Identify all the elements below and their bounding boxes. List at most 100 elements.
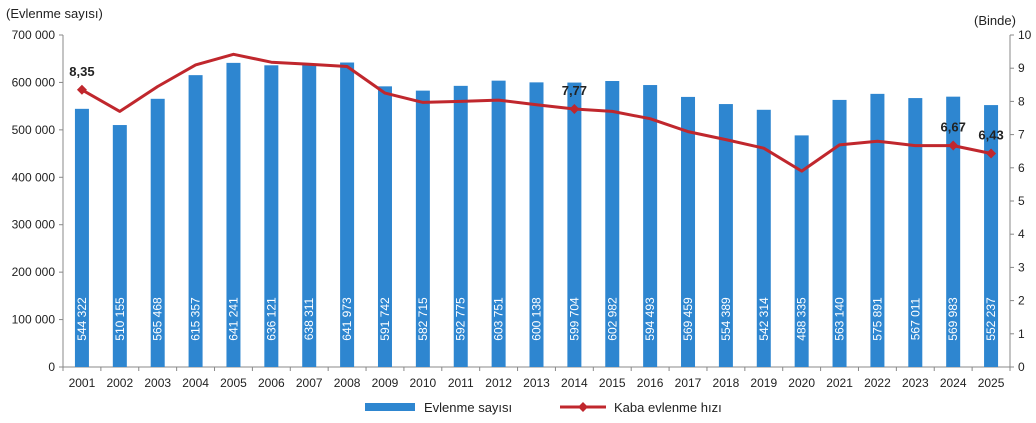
legend-line-label: Kaba evlenme hızı — [614, 400, 722, 415]
bar — [794, 135, 809, 367]
y-right-tick-label: 5 — [1018, 194, 1025, 208]
y-left-tick-label: 0 — [48, 360, 55, 374]
x-tick-label: 2003 — [144, 376, 171, 390]
bar — [643, 85, 658, 367]
x-tick-label: 2015 — [599, 376, 626, 390]
rate-value-label: 6,43 — [978, 128, 1003, 143]
legend-bar-label: Evlenme sayısı — [424, 400, 512, 415]
bar — [908, 98, 923, 368]
y-right-tick-label: 8 — [1018, 94, 1025, 108]
x-tick-label: 2006 — [258, 376, 285, 390]
bar — [491, 80, 506, 367]
y-right-axis-title: (Binde) — [974, 13, 1016, 28]
x-tick-label: 2001 — [69, 376, 96, 390]
y-right-tick-label: 6 — [1018, 161, 1025, 175]
rate-marker — [569, 104, 580, 115]
bar-value-label: 575 891 — [870, 297, 884, 341]
bar-value-label: 569 459 — [681, 297, 695, 341]
bar — [302, 64, 317, 367]
bar-value-label: 567 011 — [908, 297, 922, 340]
bar-value-label: 592 775 — [454, 297, 468, 341]
x-tick-label: 2005 — [220, 376, 247, 390]
x-tick-label: 2021 — [826, 376, 853, 390]
bar — [946, 96, 961, 367]
legend: Evlenme sayısı Kaba evlenme hızı — [365, 400, 722, 415]
bar-value-label: 599 704 — [567, 297, 581, 341]
bar — [74, 108, 89, 368]
bar-value-label: 542 314 — [757, 297, 771, 341]
bar — [870, 93, 885, 367]
bar-value-label: 569 983 — [946, 297, 960, 341]
rate-line-path — [81, 52, 992, 173]
x-tick-label: 2014 — [561, 376, 588, 390]
x-tick-label: 2017 — [675, 376, 702, 390]
bar-value-label: 554 389 — [719, 297, 733, 341]
x-tick-label: 2011 — [448, 376, 474, 390]
bar — [150, 98, 165, 367]
y-left-axis-title: (Evlenme sayısı) — [6, 6, 103, 21]
y-left-tick-label: 200 000 — [12, 265, 56, 279]
rate-marker — [76, 84, 87, 95]
bar-value-label: 544 322 — [75, 297, 89, 341]
bar-value-label: 563 140 — [833, 297, 847, 341]
bar — [567, 82, 582, 367]
bar — [756, 109, 771, 368]
bar — [377, 86, 392, 368]
y-left-tick-label: 300 000 — [12, 218, 56, 232]
y-left-tick-label: 100 000 — [12, 313, 56, 327]
bar-value-label: 591 742 — [378, 297, 392, 341]
x-tick-label: 2018 — [713, 376, 740, 390]
bar — [529, 82, 544, 367]
x-tick-label: 2012 — [485, 376, 512, 390]
x-tick-label: 2004 — [182, 376, 209, 390]
y-left-tick-label: 600 000 — [12, 75, 56, 89]
x-tick-label: 2025 — [978, 376, 1005, 390]
bars: 544 322 510 155 565 468 615 357 641 241 636 1… — [74, 62, 999, 368]
legend-line-marker — [578, 402, 588, 412]
bar-value-label: 638 311 — [302, 297, 316, 340]
x-tick-label: 2024 — [940, 376, 967, 390]
bar — [605, 81, 620, 367]
bar-value-label: 636 121 — [264, 297, 278, 341]
bar-value-label: 615 357 — [189, 297, 203, 341]
rate-line: 8,35 7,77 6,67 6,43 — [69, 52, 1004, 173]
legend-bar-swatch — [365, 403, 415, 411]
rate-value-label: 8,35 — [69, 64, 94, 79]
bar-value-label: 510 155 — [113, 297, 127, 341]
bar-value-label: 565 468 — [151, 297, 165, 341]
x-tick-label: 2022 — [864, 376, 891, 390]
rate-marker — [986, 148, 997, 159]
x-tick-label: 2016 — [637, 376, 664, 390]
y-right-tick-label: 10 — [1018, 28, 1032, 42]
bar — [718, 104, 733, 367]
bar — [188, 75, 203, 368]
y-right-tick-label: 4 — [1018, 227, 1025, 241]
rate-value-label: 7,77 — [562, 83, 587, 98]
bar-value-label: 603 751 — [492, 297, 506, 341]
y-right-tick-label: 9 — [1018, 61, 1025, 75]
bar — [984, 105, 999, 367]
y-right-tick-label: 7 — [1018, 128, 1025, 142]
bar-value-label: 552 237 — [984, 297, 998, 341]
y-right-tick-label: 0 — [1018, 360, 1025, 374]
bar-value-label: 641 973 — [340, 297, 354, 341]
x-tick-label: 2009 — [372, 376, 399, 390]
bar — [453, 85, 468, 367]
x-tick-label: 2008 — [334, 376, 361, 390]
x-tick-label: 2019 — [750, 376, 777, 390]
x-tick-label: 2002 — [106, 376, 133, 390]
x-tick-label: 2007 — [296, 376, 323, 390]
x-tick-label: 2020 — [788, 376, 815, 390]
x-tick-label: 2010 — [410, 376, 437, 390]
bar — [415, 90, 430, 368]
bar-value-label: 582 715 — [416, 297, 430, 341]
bar-value-label: 488 335 — [795, 297, 809, 341]
bar — [681, 96, 696, 368]
y-left-tick-label: 500 000 — [12, 123, 56, 137]
bar — [340, 62, 355, 368]
bar — [832, 99, 847, 368]
y-right-tick-label: 2 — [1018, 294, 1025, 308]
bar-value-label: 594 493 — [643, 297, 657, 341]
